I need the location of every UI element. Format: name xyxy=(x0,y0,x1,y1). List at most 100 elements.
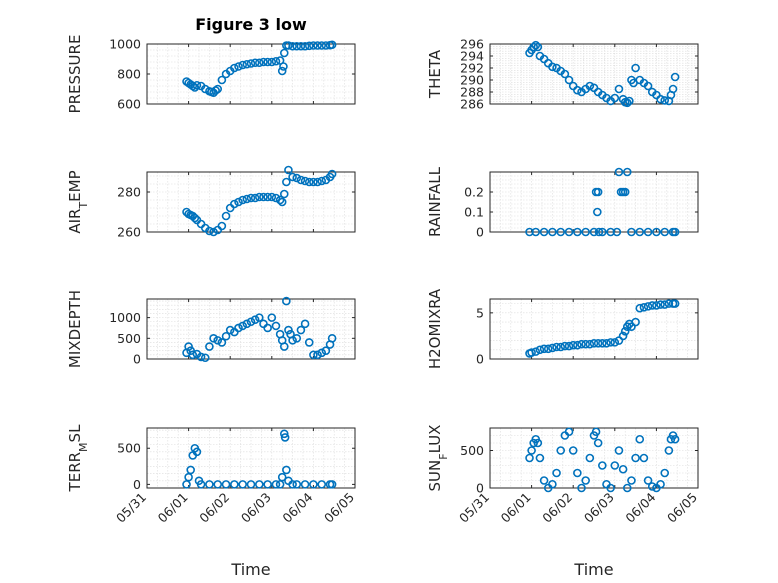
data-point xyxy=(327,169,337,179)
data-point xyxy=(593,187,603,197)
data-point xyxy=(556,227,566,237)
data-point xyxy=(263,480,272,489)
data-point xyxy=(184,342,193,351)
data-point xyxy=(213,336,223,345)
x-tick-label: 06/01 xyxy=(498,490,534,526)
data-point xyxy=(317,41,327,50)
y-tick-label: 0 xyxy=(476,481,484,496)
data-point xyxy=(309,41,318,50)
x-tick-label: 06/04 xyxy=(279,489,315,525)
subplot-mixdepth: 0 500 1000 MIXDEPTH xyxy=(66,290,356,368)
data-point xyxy=(238,321,247,331)
data-point xyxy=(225,325,235,335)
x-axis-label-left: Time xyxy=(230,560,270,579)
data-point xyxy=(585,339,595,349)
data-point xyxy=(564,427,574,437)
data-point xyxy=(606,483,615,493)
data-point xyxy=(288,336,297,345)
data-point xyxy=(610,93,620,103)
data-point xyxy=(573,227,582,237)
data-point xyxy=(317,176,327,186)
data-point xyxy=(304,177,314,187)
data-point xyxy=(556,342,566,352)
data-point xyxy=(271,193,281,203)
data-point xyxy=(614,167,624,177)
data-point xyxy=(525,453,534,463)
data-point xyxy=(217,75,227,85)
y-tick-label: 600 xyxy=(117,97,141,112)
data-point xyxy=(292,41,302,51)
y-tick-label: 0.2 xyxy=(464,185,484,200)
data-point xyxy=(213,84,223,94)
x-tick-label: 06/04 xyxy=(622,489,658,525)
y-tick-label: 500 xyxy=(460,443,484,458)
data-point xyxy=(277,472,287,482)
y-tick-label: 800 xyxy=(117,67,141,82)
data-point xyxy=(656,94,665,104)
data-point xyxy=(284,41,293,50)
data-point xyxy=(238,480,247,489)
data-point xyxy=(304,41,314,51)
data-point xyxy=(552,342,561,352)
axes-box xyxy=(489,43,699,105)
y-tick-label: 290 xyxy=(460,73,484,88)
data-point xyxy=(296,41,306,51)
data-point xyxy=(186,465,195,475)
data-point xyxy=(581,476,590,485)
subplot-air-temp: 260 280 AIRTEMP xyxy=(66,165,356,240)
y-tick-label: 288 xyxy=(460,85,484,100)
subplot-h2omixra: 0 5 H2OMIXRA xyxy=(426,288,699,369)
data-point xyxy=(564,341,574,351)
data-point xyxy=(321,346,331,356)
data-point xyxy=(593,339,603,348)
figure-title: Figure 3 low xyxy=(195,15,307,34)
data-point xyxy=(664,446,674,455)
data-point xyxy=(327,334,337,343)
data-point xyxy=(242,59,252,69)
data-point xyxy=(209,334,218,343)
data-point xyxy=(280,433,290,442)
data-point xyxy=(643,476,653,485)
subplot-sun-flux: 0 500 05/31 06/01 06/02 06/03 06/04 06/05 SUNFLU… xyxy=(426,425,700,526)
data-point xyxy=(263,57,272,67)
x-tick-label: 06/02 xyxy=(196,490,232,526)
data-point xyxy=(255,58,264,68)
x-axis-label-right: Time xyxy=(573,560,613,579)
data-point xyxy=(539,227,549,237)
data-point xyxy=(670,72,680,82)
data-point xyxy=(250,193,260,203)
data-point xyxy=(317,480,327,489)
data-point xyxy=(309,480,318,489)
data-point xyxy=(647,301,657,310)
data-point xyxy=(568,340,578,350)
data-point xyxy=(556,446,566,455)
y-tick-label: 294 xyxy=(460,49,484,64)
data-point xyxy=(205,342,214,351)
data-point xyxy=(670,434,680,444)
data-point xyxy=(250,315,260,324)
data-point xyxy=(614,336,624,345)
data-point xyxy=(267,313,277,322)
data-point xyxy=(242,319,252,329)
data-point xyxy=(652,301,661,310)
data-point xyxy=(577,483,586,493)
data-point xyxy=(230,63,239,73)
data-point xyxy=(238,195,247,205)
data-point xyxy=(221,331,231,341)
data-point xyxy=(568,446,578,455)
data-point xyxy=(246,59,256,68)
y-tick-label: 296 xyxy=(460,37,484,52)
data-point xyxy=(282,177,291,187)
x-tick-label: 06/03 xyxy=(238,490,274,526)
data-point xyxy=(296,175,306,185)
data-point xyxy=(188,350,198,360)
data-point xyxy=(631,453,640,463)
data-point xyxy=(282,296,291,306)
x-tick-label: 06/05 xyxy=(664,490,700,526)
data-point xyxy=(288,172,297,182)
data-point xyxy=(531,40,541,50)
data-point xyxy=(192,80,202,90)
data-point xyxy=(585,81,595,91)
